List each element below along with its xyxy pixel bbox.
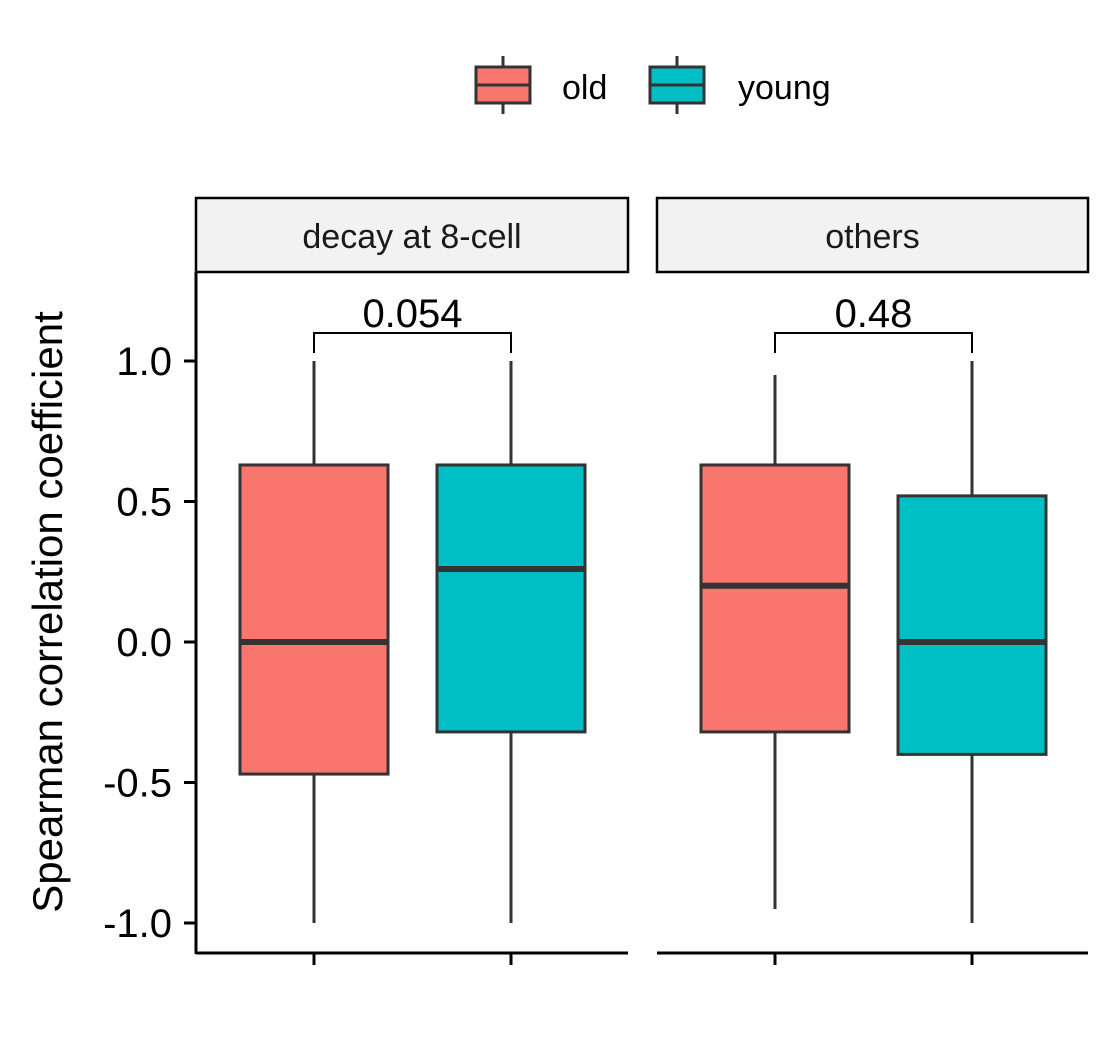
strip-label: decay at 8-cell bbox=[302, 218, 521, 256]
pvalue-label: 0.054 bbox=[362, 292, 462, 336]
facet-panel: decay at 8-cell 0.054 bbox=[194, 196, 630, 965]
box-old bbox=[699, 463, 851, 734]
pvalue-bracket bbox=[313, 332, 512, 353]
y-tick-label: -1.0 bbox=[103, 902, 172, 946]
pvalue-label: 0.48 bbox=[835, 292, 913, 336]
y-tick-label: -0.5 bbox=[103, 762, 172, 806]
y-tick-label: 0.5 bbox=[116, 481, 172, 525]
y-tick-label: 1.0 bbox=[116, 340, 172, 384]
box-young bbox=[896, 494, 1048, 756]
y-tick-label: 0.0 bbox=[116, 621, 172, 665]
strip-label: others bbox=[825, 218, 920, 256]
pvalue-bracket bbox=[774, 332, 973, 353]
facet-panels: decay at 8-cell 0.054 others 0.48 bbox=[194, 196, 1090, 965]
box-old bbox=[238, 463, 390, 776]
legend: old young bbox=[474, 56, 831, 114]
y-axis-label: Spearman correlation coefficient bbox=[24, 311, 71, 913]
facet-panel: others 0.48 bbox=[655, 196, 1090, 965]
y-axis: -1.0 -0.5 0.0 0.5 1.0 bbox=[103, 272, 198, 954]
strip-background bbox=[655, 196, 1090, 274]
legend-label-young: young bbox=[738, 69, 831, 107]
box-young bbox=[435, 463, 587, 734]
legend-label-old: old bbox=[562, 69, 607, 107]
strip-background bbox=[194, 196, 630, 274]
